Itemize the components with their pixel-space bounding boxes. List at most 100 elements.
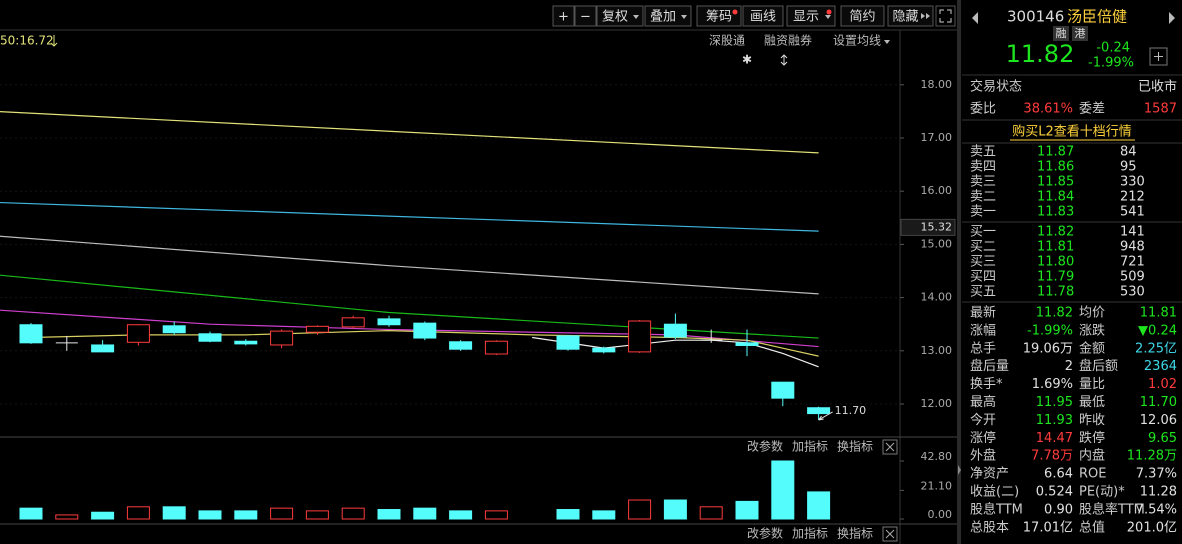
candle-body bbox=[162, 325, 186, 334]
toolbar-button[interactable] bbox=[596, 5, 644, 27]
toolbar-button[interactable] bbox=[887, 5, 934, 27]
splitter-arrow bbox=[958, 465, 961, 475]
indicator-menu[interactable]: 加指标 bbox=[792, 439, 828, 454]
stat-value: -1.99% bbox=[1027, 323, 1073, 338]
current-price-label: 15.32 bbox=[921, 220, 953, 233]
stat-label: 均价 bbox=[1079, 306, 1105, 321]
stat-label: 盘后额 bbox=[1079, 358, 1118, 374]
stat-label: 今开 bbox=[970, 412, 996, 428]
stat-label: 外盘 bbox=[970, 448, 996, 464]
stat-value: 11.82 bbox=[1036, 306, 1073, 321]
chart-link[interactable]: 融资融券 bbox=[764, 33, 812, 48]
toolbar-label: 画线 bbox=[750, 10, 776, 25]
volume-bar bbox=[19, 507, 43, 520]
volume-bar bbox=[198, 510, 222, 520]
stat-label: 股息TTM bbox=[970, 501, 1023, 517]
book-volume: 530 bbox=[1120, 285, 1145, 300]
indicator-menu[interactable]: 换指标 bbox=[837, 526, 873, 541]
stat-value: 0.90 bbox=[1044, 502, 1073, 517]
stock-code: 300146 bbox=[1007, 8, 1064, 26]
next-button[interactable] bbox=[1169, 12, 1175, 24]
toolbar-button[interactable] bbox=[552, 5, 575, 27]
stat-value: 11.81 bbox=[1140, 306, 1177, 321]
star-icon: ✱ bbox=[742, 53, 752, 67]
book-price: 11.83 bbox=[1037, 205, 1074, 220]
volume-bar bbox=[628, 499, 652, 520]
order-ratio: 委差 bbox=[1079, 102, 1105, 117]
candle-body bbox=[270, 330, 294, 346]
chart-link[interactable]: 设置均线 bbox=[833, 34, 881, 48]
toolbar-button[interactable] bbox=[644, 5, 692, 27]
current-price-box bbox=[900, 218, 956, 236]
toolbar-button[interactable] bbox=[742, 5, 784, 27]
stat-label: 盘后量 bbox=[970, 358, 1009, 374]
volume-bar bbox=[270, 507, 294, 520]
fullscreen-button[interactable] bbox=[935, 5, 956, 27]
stat-label: PE(动)* bbox=[1079, 485, 1125, 500]
book-price: 11.82 bbox=[1037, 225, 1074, 240]
stat-value: 11.93 bbox=[1036, 413, 1073, 428]
volume-bar bbox=[91, 511, 115, 520]
volume-tick-label: 0.00 bbox=[928, 508, 953, 521]
volume-bar bbox=[341, 507, 365, 520]
stat-value: 11.95 bbox=[1036, 395, 1073, 410]
indicator-menu[interactable]: 换指标 bbox=[837, 439, 873, 454]
book-price: 11.78 bbox=[1037, 285, 1074, 300]
last-price: 11.82 bbox=[1006, 40, 1075, 68]
toolbar-label: 叠加 bbox=[650, 10, 676, 25]
stat-label: 换手* bbox=[970, 377, 1003, 392]
book-label: 卖五 bbox=[970, 145, 996, 160]
book-volume: 330 bbox=[1120, 175, 1145, 190]
book-price: 11.84 bbox=[1037, 190, 1074, 205]
stat-label: 最新 bbox=[970, 305, 996, 321]
book-volume: 948 bbox=[1120, 240, 1145, 255]
stock-name: 汤臣倍健 bbox=[1067, 8, 1127, 26]
book-label: 买四 bbox=[970, 270, 996, 285]
toolbar-button[interactable] bbox=[786, 5, 836, 27]
book-volume: 95 bbox=[1120, 160, 1137, 175]
add-button[interactable] bbox=[1149, 47, 1168, 66]
stat-value: 2364 bbox=[1144, 359, 1177, 374]
indicator-menu[interactable]: 加指标 bbox=[792, 526, 828, 541]
indicator-menu[interactable]: 改参数 bbox=[747, 439, 783, 454]
volume-bar bbox=[449, 510, 473, 520]
y-tick-label: 13.00 bbox=[921, 344, 953, 357]
splitter[interactable] bbox=[957, 0, 961, 544]
price-change: -0.24 bbox=[1096, 41, 1130, 56]
y-tick-label: 12.00 bbox=[921, 397, 953, 410]
ma-readout: 50:16.72 bbox=[0, 34, 54, 48]
prev-button[interactable] bbox=[972, 12, 978, 24]
book-label: 卖二 bbox=[970, 190, 996, 205]
book-price: 11.85 bbox=[1037, 175, 1074, 190]
volume-bar bbox=[556, 509, 580, 520]
toolbar-button[interactable] bbox=[840, 5, 885, 27]
chart-link[interactable]: 深股通 bbox=[709, 34, 745, 48]
close-button[interactable] bbox=[882, 439, 898, 455]
stat-value: 11.70 bbox=[1140, 395, 1177, 410]
stat-value: 11.28 bbox=[1140, 485, 1177, 500]
tag: 港 bbox=[1075, 27, 1086, 40]
toolbar-button[interactable] bbox=[696, 5, 742, 27]
toolbar-label: 显示 bbox=[793, 10, 819, 25]
book-volume: 84 bbox=[1120, 145, 1137, 160]
book-volume: 212 bbox=[1120, 190, 1145, 205]
toolbar-label: 隐藏 bbox=[892, 10, 918, 25]
toolbar-label: 复权 bbox=[602, 9, 628, 25]
status-value: 已收市 bbox=[1138, 79, 1177, 95]
candle-body bbox=[305, 325, 329, 333]
volume-tick-label: 21.10 bbox=[921, 479, 953, 492]
candle-body bbox=[413, 322, 437, 339]
candle-body bbox=[126, 324, 150, 343]
book-label: 卖三 bbox=[970, 175, 996, 190]
indicator-menu[interactable]: 改参数 bbox=[747, 526, 783, 541]
close-button[interactable] bbox=[882, 526, 898, 542]
candle-body bbox=[198, 333, 222, 342]
expand-arrows bbox=[921, 13, 930, 19]
toolbar-button[interactable] bbox=[574, 5, 597, 27]
stat-value: 7.37% bbox=[1136, 467, 1177, 482]
book-label: 卖四 bbox=[970, 160, 996, 175]
book-price: 11.81 bbox=[1037, 240, 1074, 255]
l2-link[interactable]: 购买L2查看十档行情 bbox=[1012, 124, 1132, 140]
book-label: 买一 bbox=[970, 225, 996, 240]
